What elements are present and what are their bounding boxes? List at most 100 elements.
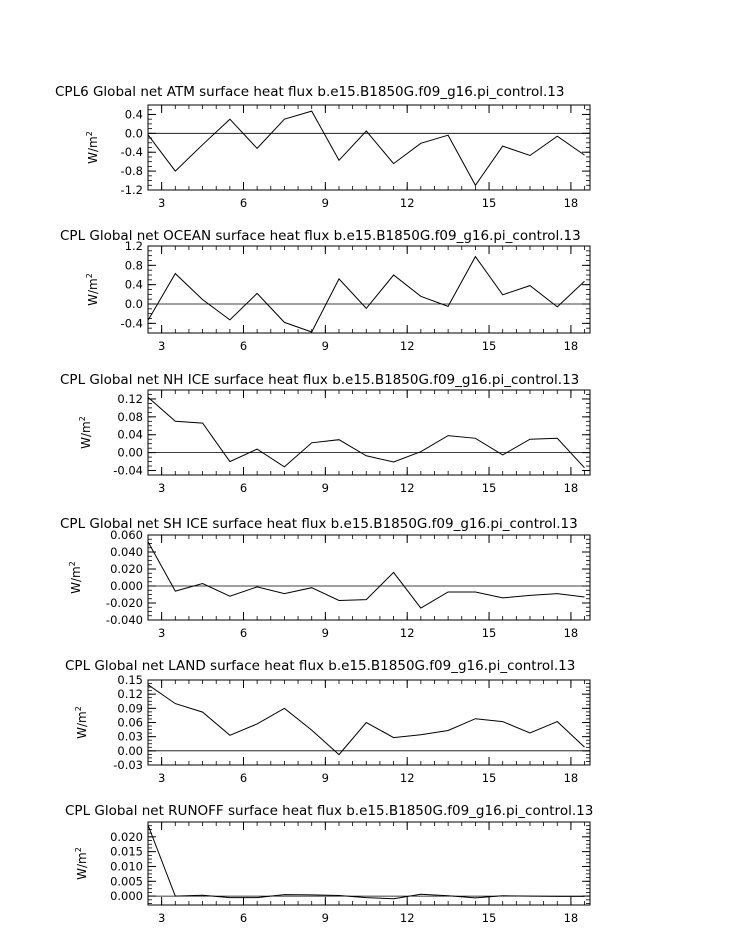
series-line bbox=[147, 396, 585, 469]
chart-panel: CPL Global net RUNOFF surface heat flux … bbox=[65, 803, 593, 925]
y-tick-label: -0.040 bbox=[106, 613, 143, 627]
series-line bbox=[147, 824, 585, 900]
y-tick-label: 0.010 bbox=[110, 859, 143, 873]
y-tick-label: -0.8 bbox=[121, 164, 143, 178]
plot-frame bbox=[147, 821, 591, 906]
x-tick-label: 6 bbox=[240, 626, 247, 640]
y-tick-label: -0.03 bbox=[113, 758, 143, 772]
y-axis-label-superscript: 2 bbox=[85, 131, 94, 136]
y-tick-label: 0.000 bbox=[110, 889, 143, 903]
y-tick-label: 0.00 bbox=[117, 744, 143, 758]
y-tick-label: 0.015 bbox=[110, 845, 143, 859]
x-tick-label: 6 bbox=[240, 481, 247, 495]
series-line bbox=[147, 541, 585, 609]
chart-panel: CPL6 Global net ATM surface heat flux b.… bbox=[55, 84, 591, 210]
plot-frame bbox=[147, 534, 591, 621]
chart-title: CPL Global net NH ICE surface heat flux … bbox=[60, 372, 579, 388]
y-axis-label: W/m2 bbox=[74, 847, 89, 880]
y-tick-label: 0.15 bbox=[117, 673, 143, 687]
y-tick-label: 0.8 bbox=[125, 258, 143, 272]
x-tick-label: 12 bbox=[400, 196, 415, 210]
x-tick-label: 3 bbox=[158, 911, 165, 925]
y-tick-label: 0.12 bbox=[117, 392, 143, 406]
y-tick-label: 1.2 bbox=[125, 239, 143, 253]
x-tick-label: 15 bbox=[482, 771, 497, 785]
x-tick-label: 12 bbox=[400, 339, 415, 353]
x-tick-label: 18 bbox=[564, 481, 579, 495]
chart-title: CPL Global net OCEAN surface heat flux b… bbox=[60, 228, 581, 244]
y-tick-label: -0.4 bbox=[121, 316, 143, 330]
y-axis-label-superscript: 2 bbox=[74, 706, 83, 711]
x-tick-label: 15 bbox=[482, 196, 497, 210]
y-tick-label: 0.005 bbox=[110, 874, 143, 888]
plot-frame bbox=[147, 389, 591, 476]
x-tick-label: 12 bbox=[400, 911, 415, 925]
y-axis-label: W/m2 bbox=[68, 561, 83, 594]
chart-title: CPL Global net SH ICE surface heat flux … bbox=[60, 516, 578, 532]
x-tick-label: 18 bbox=[564, 771, 579, 785]
x-tick-label: 18 bbox=[564, 911, 579, 925]
y-axis-label: W/m2 bbox=[85, 131, 100, 164]
y-axis-label-superscript: 2 bbox=[74, 847, 83, 852]
y-tick-label: -0.04 bbox=[113, 464, 143, 478]
y-axis-label: W/m2 bbox=[78, 416, 93, 449]
chart-panels: CPL6 Global net ATM surface heat flux b.… bbox=[55, 84, 593, 925]
x-tick-label: 9 bbox=[322, 771, 329, 785]
x-tick-label: 9 bbox=[322, 196, 329, 210]
y-axis-label: W/m2 bbox=[74, 706, 89, 739]
chart-panel: CPL Global net LAND surface heat flux b.… bbox=[65, 658, 591, 785]
y-axis-label-text: W/m bbox=[75, 852, 89, 880]
x-tick-label: 3 bbox=[158, 196, 165, 210]
x-tick-label: 6 bbox=[240, 911, 247, 925]
x-tick-label: 12 bbox=[400, 771, 415, 785]
y-tick-label: 0.060 bbox=[110, 528, 143, 542]
y-tick-label: -0.4 bbox=[121, 145, 143, 159]
series-line bbox=[147, 684, 585, 756]
x-tick-label: 3 bbox=[158, 771, 165, 785]
y-tick-label: 0.06 bbox=[117, 716, 143, 730]
y-tick-label: 0.09 bbox=[117, 701, 143, 715]
x-tick-label: 9 bbox=[322, 911, 329, 925]
y-tick-label: 0.000 bbox=[110, 579, 143, 593]
y-axis-label-superscript: 2 bbox=[78, 416, 87, 421]
x-tick-label: 18 bbox=[564, 339, 579, 353]
x-tick-label: 18 bbox=[564, 196, 579, 210]
y-tick-label: 0.12 bbox=[117, 687, 143, 701]
chart-panel: CPL Global net SH ICE surface heat flux … bbox=[60, 516, 591, 640]
y-tick-label: 0.4 bbox=[125, 278, 143, 292]
x-tick-label: 15 bbox=[482, 911, 497, 925]
plot-frame bbox=[147, 245, 591, 334]
x-tick-label: 9 bbox=[322, 339, 329, 353]
y-tick-label: 0.040 bbox=[110, 545, 143, 559]
y-tick-label: 0.00 bbox=[117, 446, 143, 460]
y-axis-label-text: W/m bbox=[86, 136, 100, 164]
y-tick-label: 0.4 bbox=[125, 107, 143, 121]
y-axis-label-text: W/m bbox=[69, 566, 83, 594]
y-axis-label-text: W/m bbox=[86, 278, 100, 306]
x-tick-label: 6 bbox=[240, 196, 247, 210]
x-tick-label: 15 bbox=[482, 626, 497, 640]
chart-title: CPL Global net LAND surface heat flux b.… bbox=[65, 658, 575, 674]
x-tick-label: 9 bbox=[322, 481, 329, 495]
y-tick-label: -1.2 bbox=[121, 183, 143, 197]
x-tick-label: 6 bbox=[240, 771, 247, 785]
y-axis-label-text: W/m bbox=[79, 421, 93, 449]
y-tick-label: 0.020 bbox=[110, 830, 143, 844]
series-line bbox=[147, 255, 585, 333]
y-tick-label: 0.04 bbox=[117, 428, 143, 442]
x-tick-label: 9 bbox=[322, 626, 329, 640]
x-tick-label: 12 bbox=[400, 626, 415, 640]
x-tick-label: 6 bbox=[240, 339, 247, 353]
x-tick-label: 15 bbox=[482, 339, 497, 353]
x-tick-label: 3 bbox=[158, 481, 165, 495]
y-tick-label: 0.020 bbox=[110, 562, 143, 576]
y-tick-label: -0.020 bbox=[106, 596, 143, 610]
x-tick-label: 15 bbox=[482, 481, 497, 495]
x-tick-label: 3 bbox=[158, 626, 165, 640]
y-axis-label: W/m2 bbox=[85, 273, 100, 306]
y-tick-label: 0.0 bbox=[125, 126, 143, 140]
chart-panel: CPL Global net NH ICE surface heat flux … bbox=[60, 372, 591, 495]
x-tick-label: 12 bbox=[400, 481, 415, 495]
chart-title: CPL6 Global net ATM surface heat flux b.… bbox=[55, 84, 564, 100]
